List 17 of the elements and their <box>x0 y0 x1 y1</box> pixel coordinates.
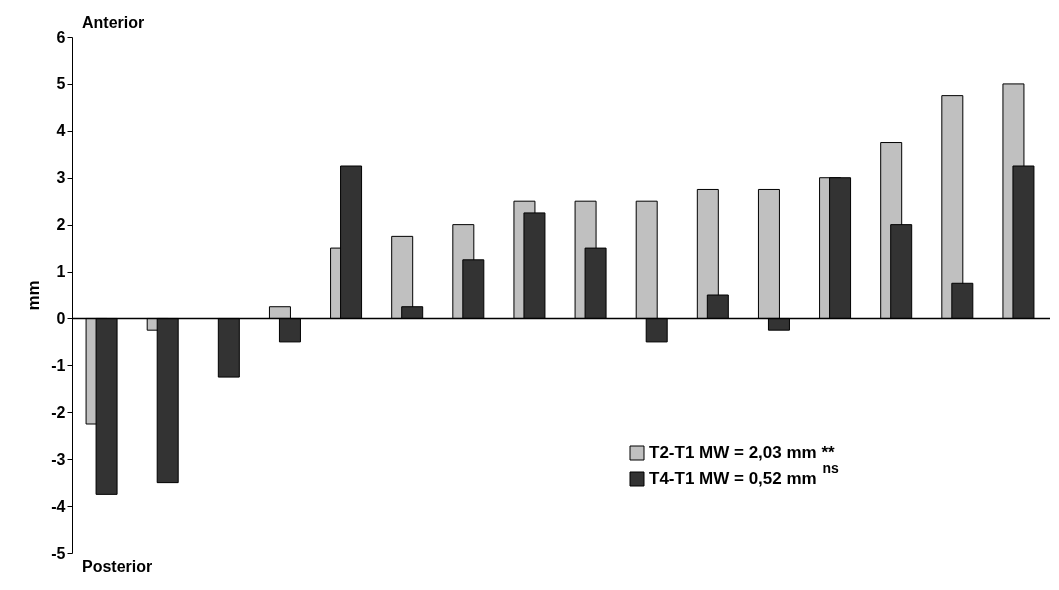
y-tick-label: -5 <box>51 544 66 562</box>
y-tick-label: -4 <box>51 497 66 515</box>
y-tick-label: 1 <box>56 263 66 281</box>
y-tick-label: -3 <box>51 450 66 468</box>
y-tick-label: 3 <box>56 169 66 187</box>
y-tick-label: 6 <box>56 28 66 46</box>
y-tick-label: -2 <box>51 403 66 421</box>
y-tick-label: 4 <box>56 122 66 140</box>
y-tick-label: -1 <box>51 356 66 374</box>
legend-label: T4-T1 MW = 0,52 mm ns <box>649 460 839 488</box>
y-tick-label: 5 <box>56 75 66 93</box>
text: Posterior <box>82 558 153 575</box>
text: Anterior <box>82 14 145 31</box>
legend-label: T2-T1 MW = 2,03 mm ** <box>649 443 836 462</box>
y-axis-title: mm <box>24 280 44 311</box>
y-tick-label: 2 <box>56 216 66 234</box>
y-tick-label: 0 <box>56 309 66 327</box>
